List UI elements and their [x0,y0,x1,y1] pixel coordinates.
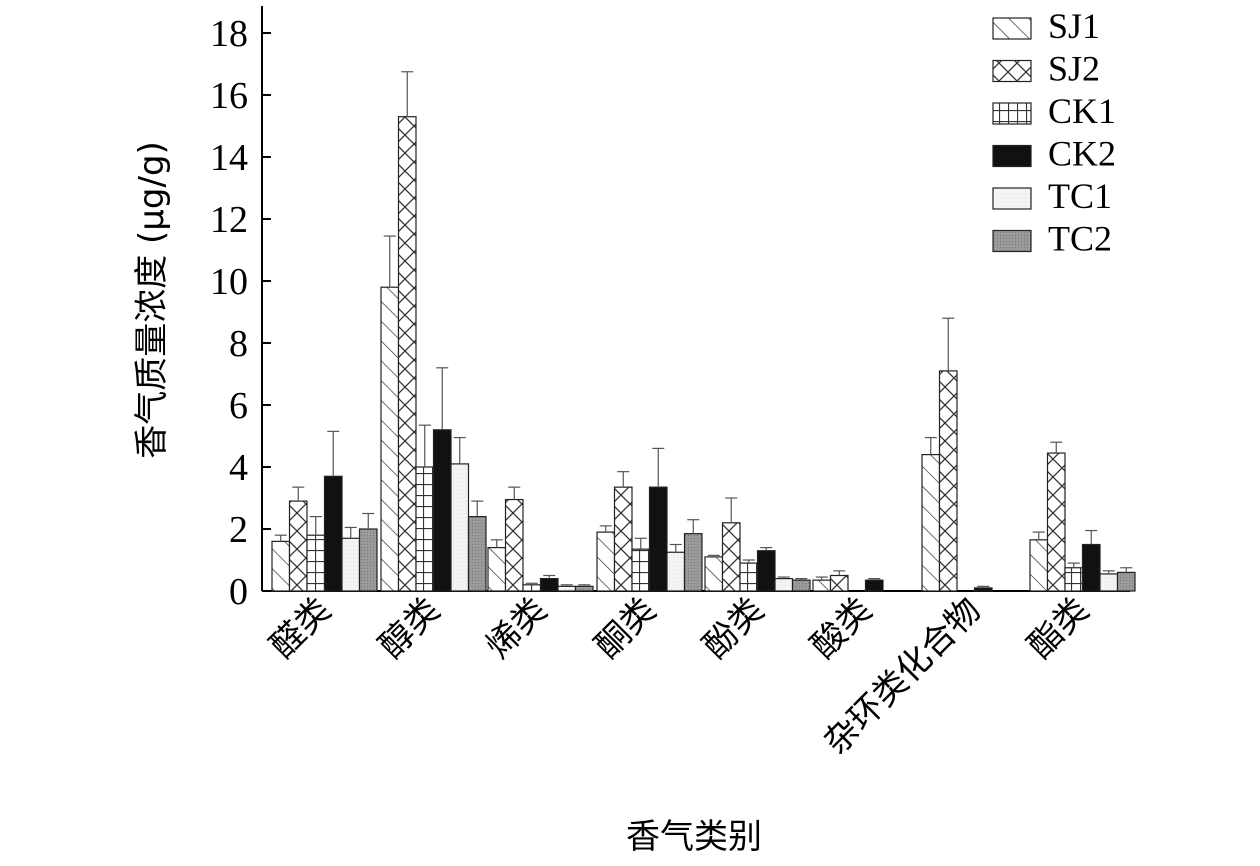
bar-ck2-1 [432,429,452,592]
bar-tc2-7 [1116,571,1136,592]
y-axis-ticks: 0 2 4 6 8 10 12 14 16 18 [210,13,271,613]
bar-ck2-5 [864,579,884,592]
bar-series-group [271,71,1136,592]
y-tick-label: 14 [210,137,248,179]
y-tick-label: 10 [210,261,248,303]
legend-swatch-sj2 [992,59,1032,83]
bar-tc1-0 [341,537,361,592]
bar-ck2-7 [1081,543,1101,592]
legend-label-ck1: CK1 [1048,91,1116,131]
bar-sj1-2 [487,546,507,592]
bar-tc2-4 [791,579,811,592]
legend-label-tc1: TC1 [1048,176,1112,216]
bar-sj2-4 [721,522,741,592]
bar-ck1-1 [415,466,435,592]
bar-ck1-0 [306,534,326,592]
bar-ck1-4 [739,562,759,592]
bar-sj2-0 [288,500,308,592]
bar-ck2-0 [323,475,343,592]
y-tick-label: 12 [210,199,248,241]
category-label: 醛类 [262,590,338,666]
y-tick-label: 18 [210,13,248,55]
y-tick-label: 8 [229,323,248,365]
bar-sj2-1 [397,116,417,592]
bar-tc1-4 [774,577,794,592]
legend-swatch-tc1 [992,187,1032,210]
bar-sj1-7 [1029,539,1049,592]
bar-sj1-6 [921,454,941,592]
bar-tc2-1 [467,515,487,592]
legend-label-ck2: CK2 [1048,134,1116,174]
y-tick-label: 0 [229,571,248,613]
bar-ck2-6 [973,587,993,592]
bar-tc1-2 [557,585,577,592]
legend-label-sj2: SJ2 [1048,49,1100,89]
bar-sj2-2 [504,498,524,592]
bar-sj1-3 [596,531,616,592]
category-label: 酚类 [695,590,771,666]
y-tick-label: 2 [229,509,248,551]
y-tick-label: 16 [210,75,248,117]
bar-tc1-1 [450,463,470,592]
bar-sj2-7 [1046,452,1066,592]
bar-tc2-0 [358,528,378,592]
bar-tc2-2 [574,585,594,592]
bar-sj2-3 [613,486,633,592]
bar-ck1-3 [631,548,651,592]
bar-ck2-2 [539,577,559,592]
legend-swatch-ck1 [992,102,1032,125]
category-label: 酮类 [587,590,663,666]
bar-sj1-1 [380,286,400,592]
legend-swatch-tc2 [992,229,1032,253]
bar-tc1-7 [1099,573,1119,592]
legend-label-tc2: TC2 [1048,219,1112,259]
bar-sj1-4 [704,556,724,592]
bar-sj2-6 [938,370,958,592]
category-label: 酯类 [1020,590,1096,666]
category-label: 醇类 [371,590,447,666]
legend-swatch-sj1 [992,17,1032,40]
bar-sj2-5 [829,574,849,592]
bar-ck1-7 [1064,567,1084,592]
legend-swatch-ck2 [992,144,1032,168]
legend-label-sj1: SJ1 [1048,6,1100,46]
bar-sj1-5 [812,579,832,592]
bar-ck2-4 [756,550,776,592]
bar-sj1-0 [271,540,291,592]
bar-tc1-3 [666,551,686,592]
bar-tc2-3 [683,533,703,592]
y-tick-label: 4 [229,447,248,489]
y-tick-label: 6 [229,385,248,427]
bar-ck2-3 [648,486,668,592]
category-label: 酸类 [803,590,879,666]
category-label: 烯类 [478,590,554,666]
x-axis-title: 香气类别 [626,817,762,857]
y-axis-title: 香气质量浓度 (μg/g) [132,141,172,459]
